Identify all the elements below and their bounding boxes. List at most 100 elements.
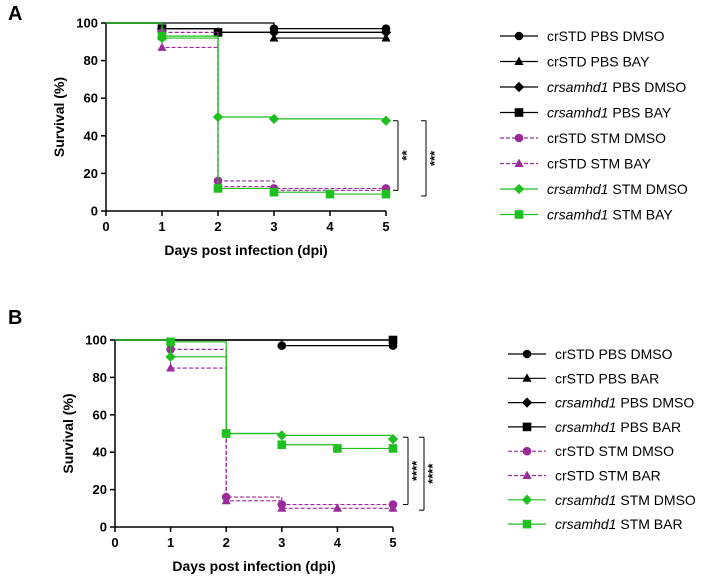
x-tick-label: 4	[326, 219, 334, 234]
legend-marker	[522, 422, 532, 432]
series-4	[106, 22, 386, 37]
legend-label-italic: crsamhd1	[547, 207, 608, 223]
legend-label: crsamhd1 STM DMSO	[555, 492, 696, 508]
data-point	[221, 429, 231, 438]
legend-label: crsamhd1 PBS DMSO	[555, 395, 694, 411]
survival-step-line	[106, 22, 386, 39]
legend-label: crSTD STM DMSO	[547, 130, 666, 146]
y-tick-label: 20	[93, 482, 107, 497]
legend-item: crsamhd1 PBS BAY	[500, 105, 672, 121]
legend-label-italic: crsamhd1	[555, 395, 616, 411]
y-tick-label: 100	[76, 16, 98, 31]
data-point	[388, 503, 398, 512]
data-point	[380, 115, 392, 126]
significance-label: ****	[425, 463, 440, 484]
series-1	[106, 22, 391, 33]
legend-label-italic: crsamhd1	[555, 492, 616, 508]
y-tick-label: 0	[100, 520, 107, 535]
survival-step-line	[115, 339, 393, 509]
legend-label: crsamhd1 PBS BAY	[547, 105, 672, 121]
legend-marker	[514, 56, 524, 65]
survival-step-line	[115, 339, 393, 506]
legend-label: crsamhd1 PBS DMSO	[547, 79, 686, 95]
significance-label: ***	[427, 150, 442, 166]
legend-label-italic: crsamhd1	[547, 79, 608, 95]
data-point	[157, 31, 167, 41]
survival-step-line	[115, 339, 394, 440]
legend-label: crSTD STM BAR	[555, 468, 661, 484]
legend-label-text: PBS BAY	[608, 105, 671, 121]
legend-label-text: crSTD PBS BAR	[555, 370, 659, 386]
legend-marker	[514, 210, 524, 219]
legend-item: crsamhd1 STM BAR	[508, 516, 683, 532]
survival-step-line	[106, 22, 386, 191]
legend-label: crSTD PBS DMSO	[547, 28, 665, 44]
legend-marker	[514, 108, 524, 117]
legend-label: crsamhd1 PBS BAR	[555, 419, 681, 435]
survival-step-line	[106, 22, 386, 195]
legend-item: crsamhd1 STM DMSO	[500, 181, 688, 197]
y-tick-label: 40	[84, 128, 98, 143]
legend-label: crSTD STM DMSO	[555, 443, 674, 459]
x-tick-label: 2	[223, 535, 230, 550]
legend-item: crsamhd1 STM DMSO	[508, 492, 696, 508]
legend-label-italic: crsamhd1	[547, 181, 608, 197]
data-point	[157, 42, 167, 51]
legend-marker	[514, 158, 524, 167]
legend-label-text: STM BAR	[616, 516, 682, 532]
series-7	[115, 339, 399, 445]
x-tick-label: 0	[111, 535, 118, 550]
legend-marker	[522, 519, 532, 529]
legend-marker	[522, 470, 532, 479]
survival-step-line	[106, 22, 386, 190]
legend-label-text: crSTD PBS BAY	[547, 54, 650, 70]
legend-label: crSTD PBS BAR	[555, 370, 659, 386]
data-point	[325, 189, 335, 199]
legend-label-text: STM BAY	[608, 207, 673, 223]
legend-marker	[522, 446, 532, 456]
survival-step-line	[106, 22, 386, 33]
x-axis-title: Days post infection (dpi)	[164, 242, 327, 258]
legend-label-text: PBS BAR	[616, 419, 681, 435]
data-point	[269, 187, 279, 197]
legend-label-italic: crsamhd1	[555, 419, 616, 435]
x-tick-label: 1	[158, 219, 165, 234]
x-tick-label: 0	[102, 219, 109, 234]
y-axis-title: Survival (%)	[51, 77, 67, 157]
legend: crSTD PBS DMSO crSTD PBS BAY crsamhd1 PBS …	[500, 28, 688, 223]
x-tick-label: 5	[382, 219, 389, 234]
data-point	[277, 503, 287, 512]
data-point	[268, 113, 280, 125]
data-point	[213, 184, 223, 193]
survival-step-line	[115, 339, 393, 450]
legend-item: crSTD STM BAR	[508, 468, 661, 484]
legend-marker	[522, 373, 532, 382]
y-tick-label: 0	[91, 204, 98, 219]
x-tick-label: 5	[389, 535, 396, 550]
data-point	[166, 337, 175, 347]
legend-label: crSTD STM BAY	[547, 156, 652, 172]
survival-step-line	[106, 22, 386, 30]
legend-label-text: PBS DMSO	[608, 79, 686, 95]
x-tick-label: 3	[270, 219, 277, 234]
legend-label: crSTD PBS DMSO	[555, 346, 673, 362]
y-tick-label: 60	[93, 407, 107, 422]
data-point	[221, 495, 231, 505]
data-point	[277, 341, 287, 350]
data-point	[165, 351, 176, 362]
legend-item: crSTD PBS BAR	[508, 370, 659, 386]
legend-item: crsamhd1 PBS DMSO	[508, 395, 694, 411]
legend-label-text: crSTD STM BAY	[547, 156, 652, 172]
chart-panel-b: B 0 20 40 60 80 100 0 1 2 3 4 5 Days post infection (…	[8, 307, 696, 574]
legend-label: crsamhd1 STM BAY	[547, 207, 673, 223]
y-tick-label: 20	[84, 166, 98, 181]
legend-label-text: crSTD STM DMSO	[555, 443, 674, 459]
legend-item: crSTD PBS BAY	[500, 54, 650, 70]
legend-item: crsamhd1 PBS DMSO	[500, 79, 686, 95]
panel-label: B	[8, 307, 22, 329]
data-point	[166, 363, 176, 372]
series-8	[106, 22, 391, 199]
y-tick-label: 80	[93, 370, 107, 385]
x-tick-label: 4	[334, 535, 342, 550]
series-5	[115, 339, 398, 509]
